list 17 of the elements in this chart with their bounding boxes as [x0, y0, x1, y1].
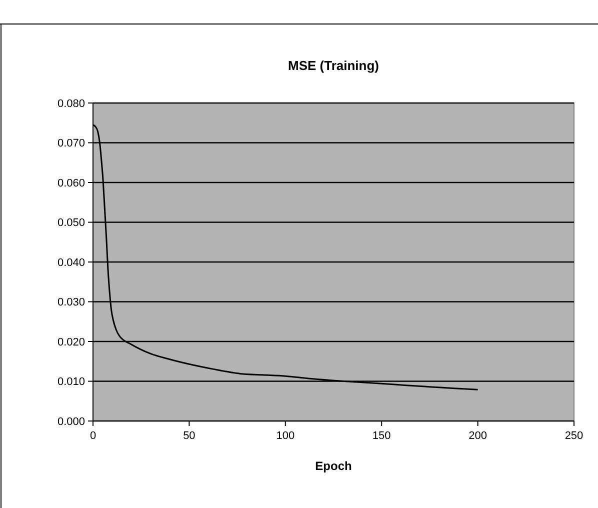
y-tick-label: 0.010 [57, 376, 85, 388]
y-tick-label: 0.080 [57, 98, 85, 110]
x-tick-label: 250 [564, 430, 584, 442]
chart-title: MSE (Training) [288, 58, 379, 73]
y-tick-label: 0.070 [57, 138, 85, 150]
y-tick-label: 0.060 [57, 177, 85, 190]
y-tick-label: 0.030 [57, 296, 85, 309]
x-tick-label: 150 [372, 430, 391, 442]
y-tick-label: 0.000 [57, 416, 85, 428]
x-tick-label: 0 [90, 430, 96, 442]
x-tick-label: 100 [276, 430, 295, 442]
x-tick-label: 200 [468, 430, 487, 442]
x-axis-title: Epoch [315, 459, 352, 473]
y-tick-label: 0.040 [57, 256, 85, 269]
y-tick-label: 0.020 [57, 336, 85, 348]
y-tick-label: 0.050 [57, 217, 85, 230]
x-tick-label: 50 [183, 430, 196, 442]
